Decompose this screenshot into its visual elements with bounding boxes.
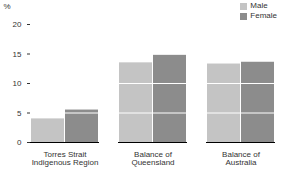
svg-text:20: 20 [13,20,22,29]
svg-text:5: 5 [17,109,22,118]
svg-text:%: % [4,2,11,11]
html-text:Female: Female [250,11,277,20]
svg-text:10: 10 [13,79,22,88]
svg-text:Balance ofAustralia: Balance ofAustralia [222,150,261,167]
svg-text:Torres StraitIndigenous Region: Torres StraitIndigenous Region [32,150,99,167]
html-text:Male: Male [250,1,268,10]
svg-text:0: 0 [17,138,22,147]
svg-text:Balance ofQueensland: Balance ofQueensland [131,150,174,167]
svg-text:15: 15 [13,50,22,59]
